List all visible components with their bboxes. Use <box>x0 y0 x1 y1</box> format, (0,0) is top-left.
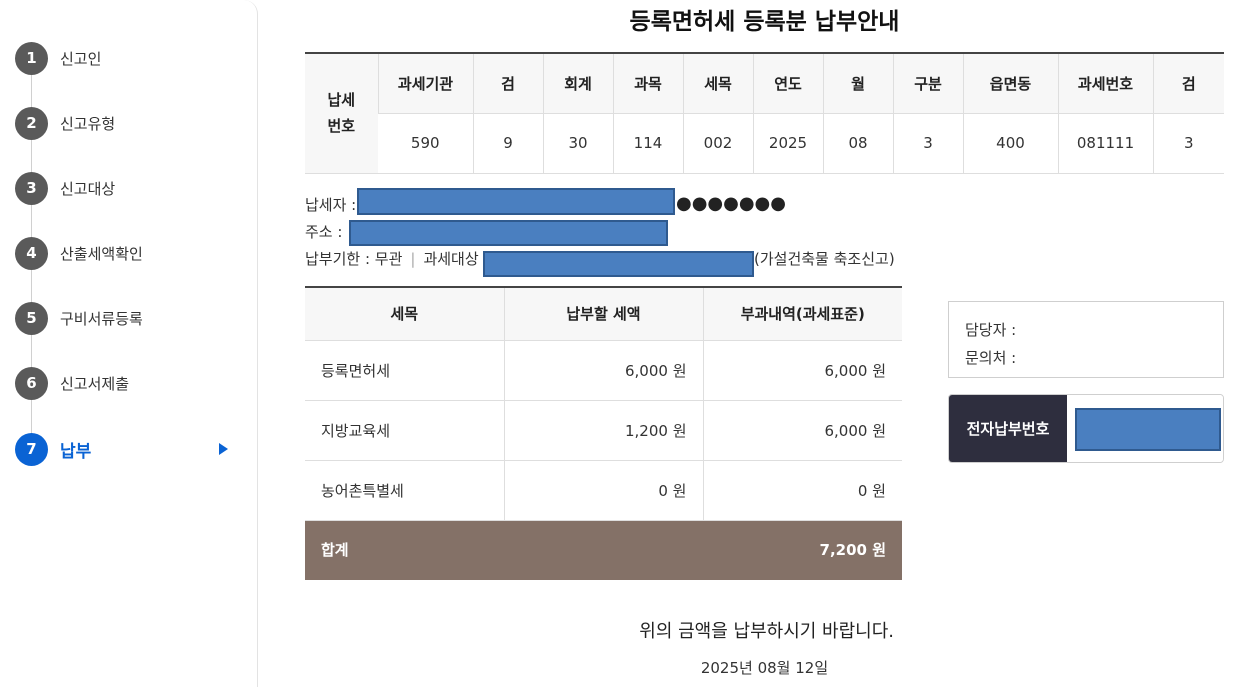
step-number: 2 <box>15 106 48 140</box>
col-header-item: 세목 <box>305 287 504 341</box>
step-5[interactable]: 5 구비서류등록 <box>15 301 235 335</box>
tax-number-row-label: 납세 번호 <box>305 53 378 174</box>
step-number: 7 <box>15 432 48 466</box>
total-row: 합계 7,200 원 <box>305 520 902 580</box>
cell-value: 590 <box>378 113 473 174</box>
taxpayer-label: 납세자 : <box>305 196 357 214</box>
step-label: 납부 <box>60 441 92 462</box>
redacted-taxpayer-name <box>357 188 675 215</box>
step-label: 신고유형 <box>60 114 116 133</box>
tax-number-table: 납세 번호 과세기관 검 회계 과목 세목 연도 월 구분 읍면동 과세번호 검… <box>305 52 1224 174</box>
item-name: 등록면허세 <box>305 340 504 401</box>
col-header: 과목 <box>612 53 683 114</box>
item-name: 농어촌특별세 <box>305 460 504 521</box>
step-2[interactable]: 2 신고유형 <box>15 106 235 140</box>
tax-amount-table: 세목 납부할 세액 부과내역(과세표준) 등록면허세 6,000 원 6,000… <box>305 286 902 580</box>
col-header: 읍면동 <box>962 53 1058 114</box>
cell-value: 30 <box>542 113 613 174</box>
tax-base: 6,000 원 <box>702 400 902 461</box>
cell-value: 400 <box>962 113 1058 174</box>
step-3[interactable]: 3 신고대상 <box>15 171 235 205</box>
col-header-base: 부과내역(과세표준) <box>702 287 902 341</box>
cell-value: 2025 <box>752 113 823 174</box>
table-row: 농어촌특별세 0 원 0 원 <box>305 460 902 521</box>
redacted-target <box>483 251 754 277</box>
col-header: 검 <box>472 53 543 114</box>
payment-notice: 위의 금액을 납부하시기 바랍니다. <box>639 621 894 642</box>
electronic-payment-number-box: 전자납부번호 <box>948 394 1224 463</box>
col-header: 검 <box>1152 53 1224 114</box>
redacted-address <box>349 220 668 246</box>
cell-value: 114 <box>612 113 683 174</box>
play-arrow-icon <box>219 443 228 455</box>
item-name: 지방교육세 <box>305 400 504 461</box>
step-sidebar: 1 신고인 2 신고유형 3 신고대상 4 산출세액확인 5 구비서류등록 6 … <box>0 0 258 687</box>
cell-value: 081111 <box>1057 113 1153 174</box>
step-6[interactable]: 6 신고서제출 <box>15 366 235 400</box>
masked-taxpayer-id: ●●●●●●● <box>676 193 786 214</box>
table-row: 등록면허세 6,000 원 6,000 원 <box>305 340 902 401</box>
step-label: 산출세액확인 <box>60 244 143 263</box>
redacted-payment-number <box>1075 408 1221 451</box>
cell-value: 3 <box>1152 113 1224 174</box>
epay-label: 전자납부번호 <box>949 395 1067 462</box>
separator: | <box>410 250 416 268</box>
col-header: 연도 <box>752 53 823 114</box>
tax-base: 6,000 원 <box>702 340 902 401</box>
target-suffix: (가설건축물 축조신고) <box>754 250 895 268</box>
epay-value-field[interactable] <box>1067 395 1223 462</box>
step-number: 4 <box>15 236 48 270</box>
manager-label: 담당자 : <box>965 321 1017 339</box>
col-header: 과세번호 <box>1057 53 1153 114</box>
col-header: 월 <box>822 53 893 114</box>
step-number: 5 <box>15 301 48 335</box>
amount-header-row: 세목 납부할 세액 부과내역(과세표준) <box>305 287 902 341</box>
step-number: 3 <box>15 171 48 205</box>
target-label: 과세대상 <box>423 250 479 268</box>
step-number: 1 <box>15 41 48 75</box>
col-header-tax: 납부할 세액 <box>503 287 703 341</box>
cell-value: 9 <box>472 113 543 174</box>
issue-date: 2025년 08월 12일 <box>700 659 829 677</box>
step-label: 신고인 <box>60 49 102 68</box>
step-label: 신고서제출 <box>60 374 130 393</box>
cell-value: 002 <box>682 113 753 174</box>
col-header: 회계 <box>542 53 613 114</box>
due-date-label: 납부기한 : 무관 <box>305 250 403 268</box>
step-4[interactable]: 4 산출세액확인 <box>15 236 235 270</box>
step-1[interactable]: 1 신고인 <box>15 41 235 75</box>
tax-base: 0 원 <box>702 460 902 521</box>
cell-value: 08 <box>822 113 893 174</box>
total-amount: 7,200 원 <box>503 520 902 580</box>
inquiry-label: 문의처 : <box>965 349 1017 367</box>
step-7-active[interactable]: 7 납부 <box>15 432 235 466</box>
table-row: 지방교육세 1,200 원 6,000 원 <box>305 400 902 461</box>
total-label: 합계 <box>305 520 504 580</box>
address-label: 주소 : <box>305 223 343 241</box>
col-header: 세목 <box>682 53 753 114</box>
col-header: 구분 <box>892 53 963 114</box>
tax-amount: 1,200 원 <box>503 400 703 461</box>
contact-box: 담당자 : 문의처 : <box>948 301 1224 378</box>
step-label: 신고대상 <box>60 179 116 198</box>
step-label: 구비서류등록 <box>60 309 143 328</box>
tax-number-header-row: 납세 번호 과세기관 검 회계 과목 세목 연도 월 구분 읍면동 과세번호 검 <box>305 53 1224 174</box>
step-number: 6 <box>15 366 48 400</box>
tax-amount: 6,000 원 <box>503 340 703 401</box>
due-target-line: 납부기한 : 무관 | 과세대상 <box>305 248 479 269</box>
row-label-text: 납세 번호 <box>327 91 356 136</box>
cell-value: 3 <box>892 113 963 174</box>
tax-amount: 0 원 <box>503 460 703 521</box>
page-title: 등록면허세 등록분 납부안내 <box>629 9 900 35</box>
col-header: 과세기관 <box>377 53 473 114</box>
tax-number-value-row: 590 9 30 114 002 2025 08 3 400 081111 3 <box>305 113 1224 174</box>
